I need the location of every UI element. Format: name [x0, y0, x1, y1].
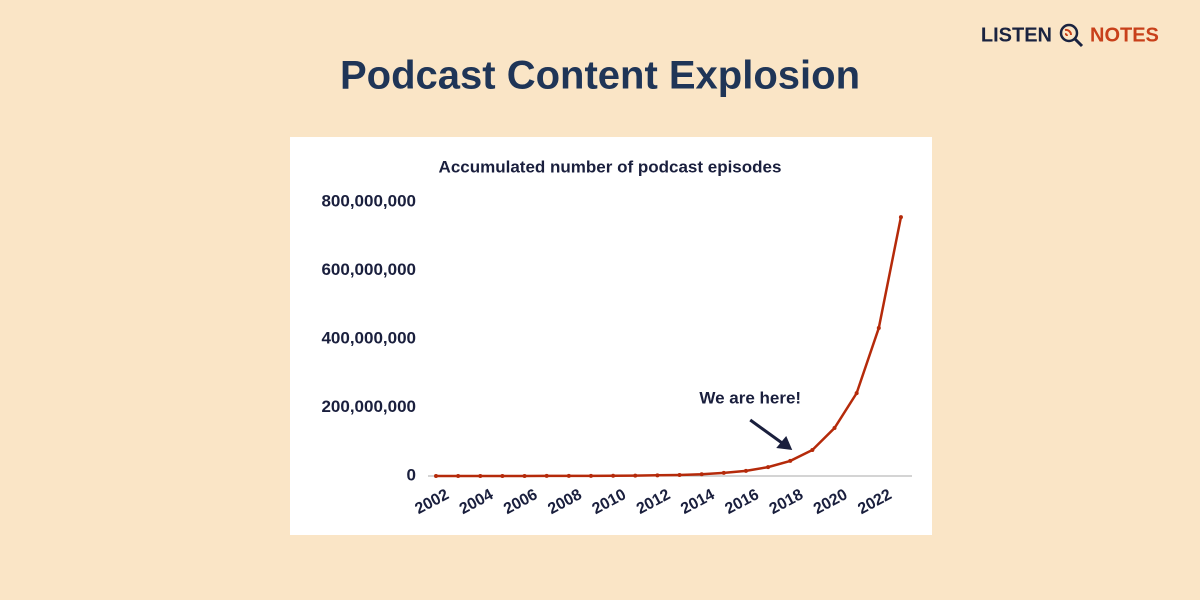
data-point: [611, 473, 616, 478]
data-point: [810, 447, 815, 452]
data-point: [832, 426, 837, 431]
data-point: [478, 473, 483, 478]
y-tick-label: 600,000,000: [321, 260, 416, 279]
logo-right: NOTES: [1090, 24, 1159, 46]
data-point: [588, 473, 593, 478]
chart-title: Accumulated number of podcast episodes: [439, 157, 782, 176]
y-tick-label: 800,000,000: [321, 191, 416, 210]
data-point: [655, 473, 660, 478]
annotation: We are here!: [699, 388, 801, 407]
data-point: [898, 215, 903, 220]
y-tick-label: 0: [407, 465, 416, 484]
data-line: [436, 216, 903, 478]
data-point: [677, 472, 682, 477]
data-point: [566, 473, 571, 478]
y-tick-label: 200,000,000: [321, 397, 416, 416]
annotation-arrowhead: [776, 436, 793, 450]
annotation-arrow: [749, 418, 788, 448]
data-point: [522, 473, 527, 478]
data-point: [743, 468, 748, 473]
chart-panel: [290, 137, 932, 535]
data-point: [876, 326, 881, 331]
data-point: [434, 474, 438, 478]
y-tick-label: 400,000,000: [321, 328, 416, 347]
data-point: [699, 472, 704, 477]
data-point: [633, 473, 638, 478]
data-point: [854, 391, 859, 396]
page-title: Podcast Content Explosion: [340, 54, 860, 98]
data-point: [788, 458, 793, 463]
data-point: [721, 470, 726, 475]
data-point: [544, 473, 549, 478]
data-point: [456, 473, 461, 478]
logo-icon: [1059, 23, 1084, 48]
data-point: [766, 465, 771, 470]
logo-left: LISTEN: [981, 24, 1052, 46]
data-point: [500, 473, 505, 478]
